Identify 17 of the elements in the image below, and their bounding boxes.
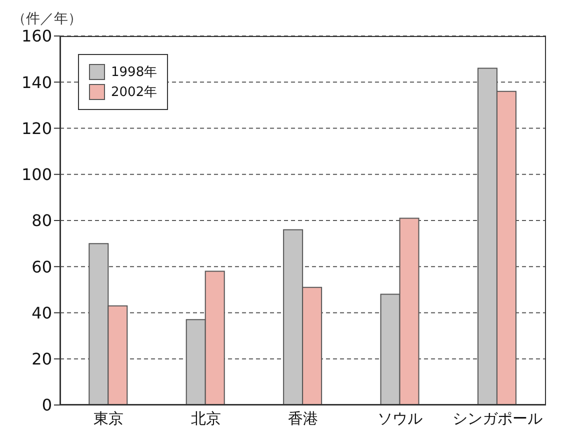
y-tick-label: 60	[32, 257, 52, 276]
y-axis-title: （件／年）	[12, 10, 82, 28]
x-tick-label: シンガポール	[452, 410, 542, 428]
y-tick-label: 160	[21, 26, 52, 46]
x-tick-label: 東京	[94, 410, 124, 428]
legend-label: 1998年	[111, 64, 158, 81]
y-tick-label: 40	[32, 303, 52, 322]
x-tick-label: 香港	[288, 410, 318, 428]
y-tick-label: 20	[32, 350, 52, 369]
y-tick-label: 80	[32, 211, 52, 230]
legend-label: 2002年	[111, 84, 158, 101]
y-tick-label: 100	[21, 165, 52, 184]
x-tick-label: ソウル	[378, 410, 423, 428]
y-tick-label: 140	[21, 72, 52, 92]
y-tick-label: 120	[21, 118, 52, 138]
y-tick-label: 0	[42, 396, 52, 415]
x-tick-label: 北京	[190, 410, 221, 428]
